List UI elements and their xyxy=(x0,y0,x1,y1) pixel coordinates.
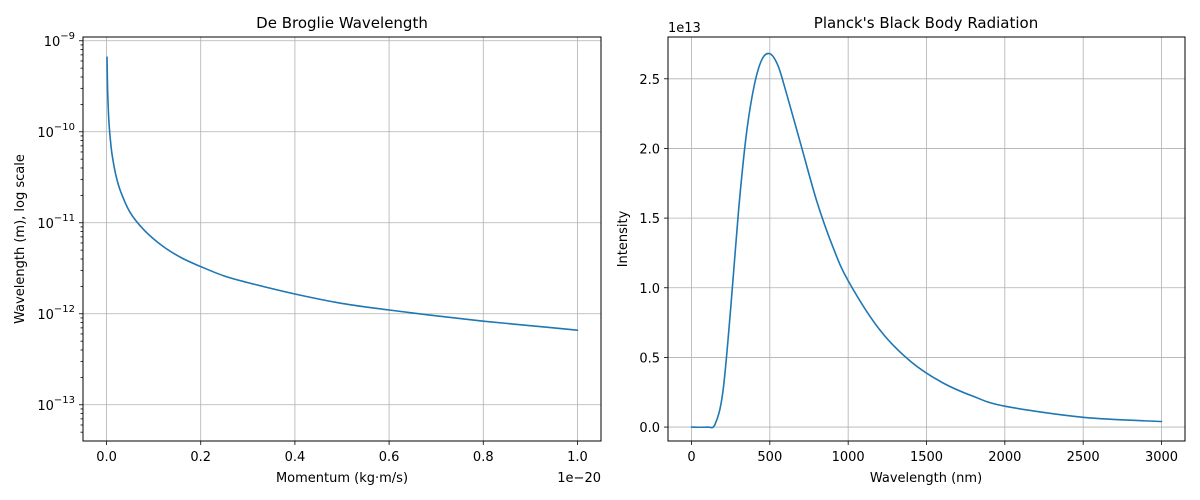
y-tick-label: 10−12 xyxy=(37,304,75,323)
x-tick-label: 2500 xyxy=(1067,450,1100,465)
x-offset-label: 1e−20 xyxy=(557,471,601,486)
x-tick-label: 2000 xyxy=(988,450,1021,465)
x-tick-label: 500 xyxy=(757,450,782,465)
y-tick-label: 10−13 xyxy=(37,395,75,414)
y-tick-label: 2.5 xyxy=(639,73,660,88)
x-tick-label: 0.2 xyxy=(190,450,211,465)
x-tick-label: 1500 xyxy=(910,450,943,465)
y-tick-label: 2.0 xyxy=(639,142,660,157)
x-tick-label: 0.8 xyxy=(473,450,494,465)
chart-planck: Planck's Black Body Radiation 0 500 1000 15… xyxy=(616,14,1186,486)
x-tick-label: 1.0 xyxy=(567,450,588,465)
y-tick-label: 1.5 xyxy=(639,212,660,227)
y-tick-label: 10−11 xyxy=(37,213,75,232)
y-tick-label: 10−10 xyxy=(37,122,75,141)
y-tick-label: 10−9 xyxy=(44,31,75,50)
y-axis-label: Wavelength (m), log scale xyxy=(13,154,28,324)
plot-frame xyxy=(82,36,602,442)
chart-title: Planck's Black Body Radiation xyxy=(814,14,1038,32)
x-tick-label: 3000 xyxy=(1145,450,1178,465)
y-tick-label: 1.0 xyxy=(639,282,660,297)
chart-de-broglie: De Broglie Wavelength 0.0 0.2 0.4 0.6 0.8 1.0… xyxy=(13,14,602,486)
x-tick-label: 0.4 xyxy=(285,450,306,465)
y-axis-label: Intensity xyxy=(616,210,631,267)
x-tick-label: 1000 xyxy=(832,450,865,465)
y-tick-label: 0.5 xyxy=(639,351,660,366)
x-axis-label: Momentum (kg·m/s) xyxy=(276,471,408,486)
x-axis-label: Wavelength (nm) xyxy=(870,471,982,486)
chart-title: De Broglie Wavelength xyxy=(256,14,428,32)
plot-frame xyxy=(667,36,1186,442)
x-tick-label: 0.0 xyxy=(96,450,117,465)
y-offset-label: 1e13 xyxy=(668,21,701,36)
x-tick-label: 0.6 xyxy=(379,450,400,465)
series-line xyxy=(106,56,579,331)
x-tick-label: 0 xyxy=(687,450,695,465)
y-tick-label: 0.0 xyxy=(639,421,660,436)
series-line xyxy=(690,52,1163,429)
